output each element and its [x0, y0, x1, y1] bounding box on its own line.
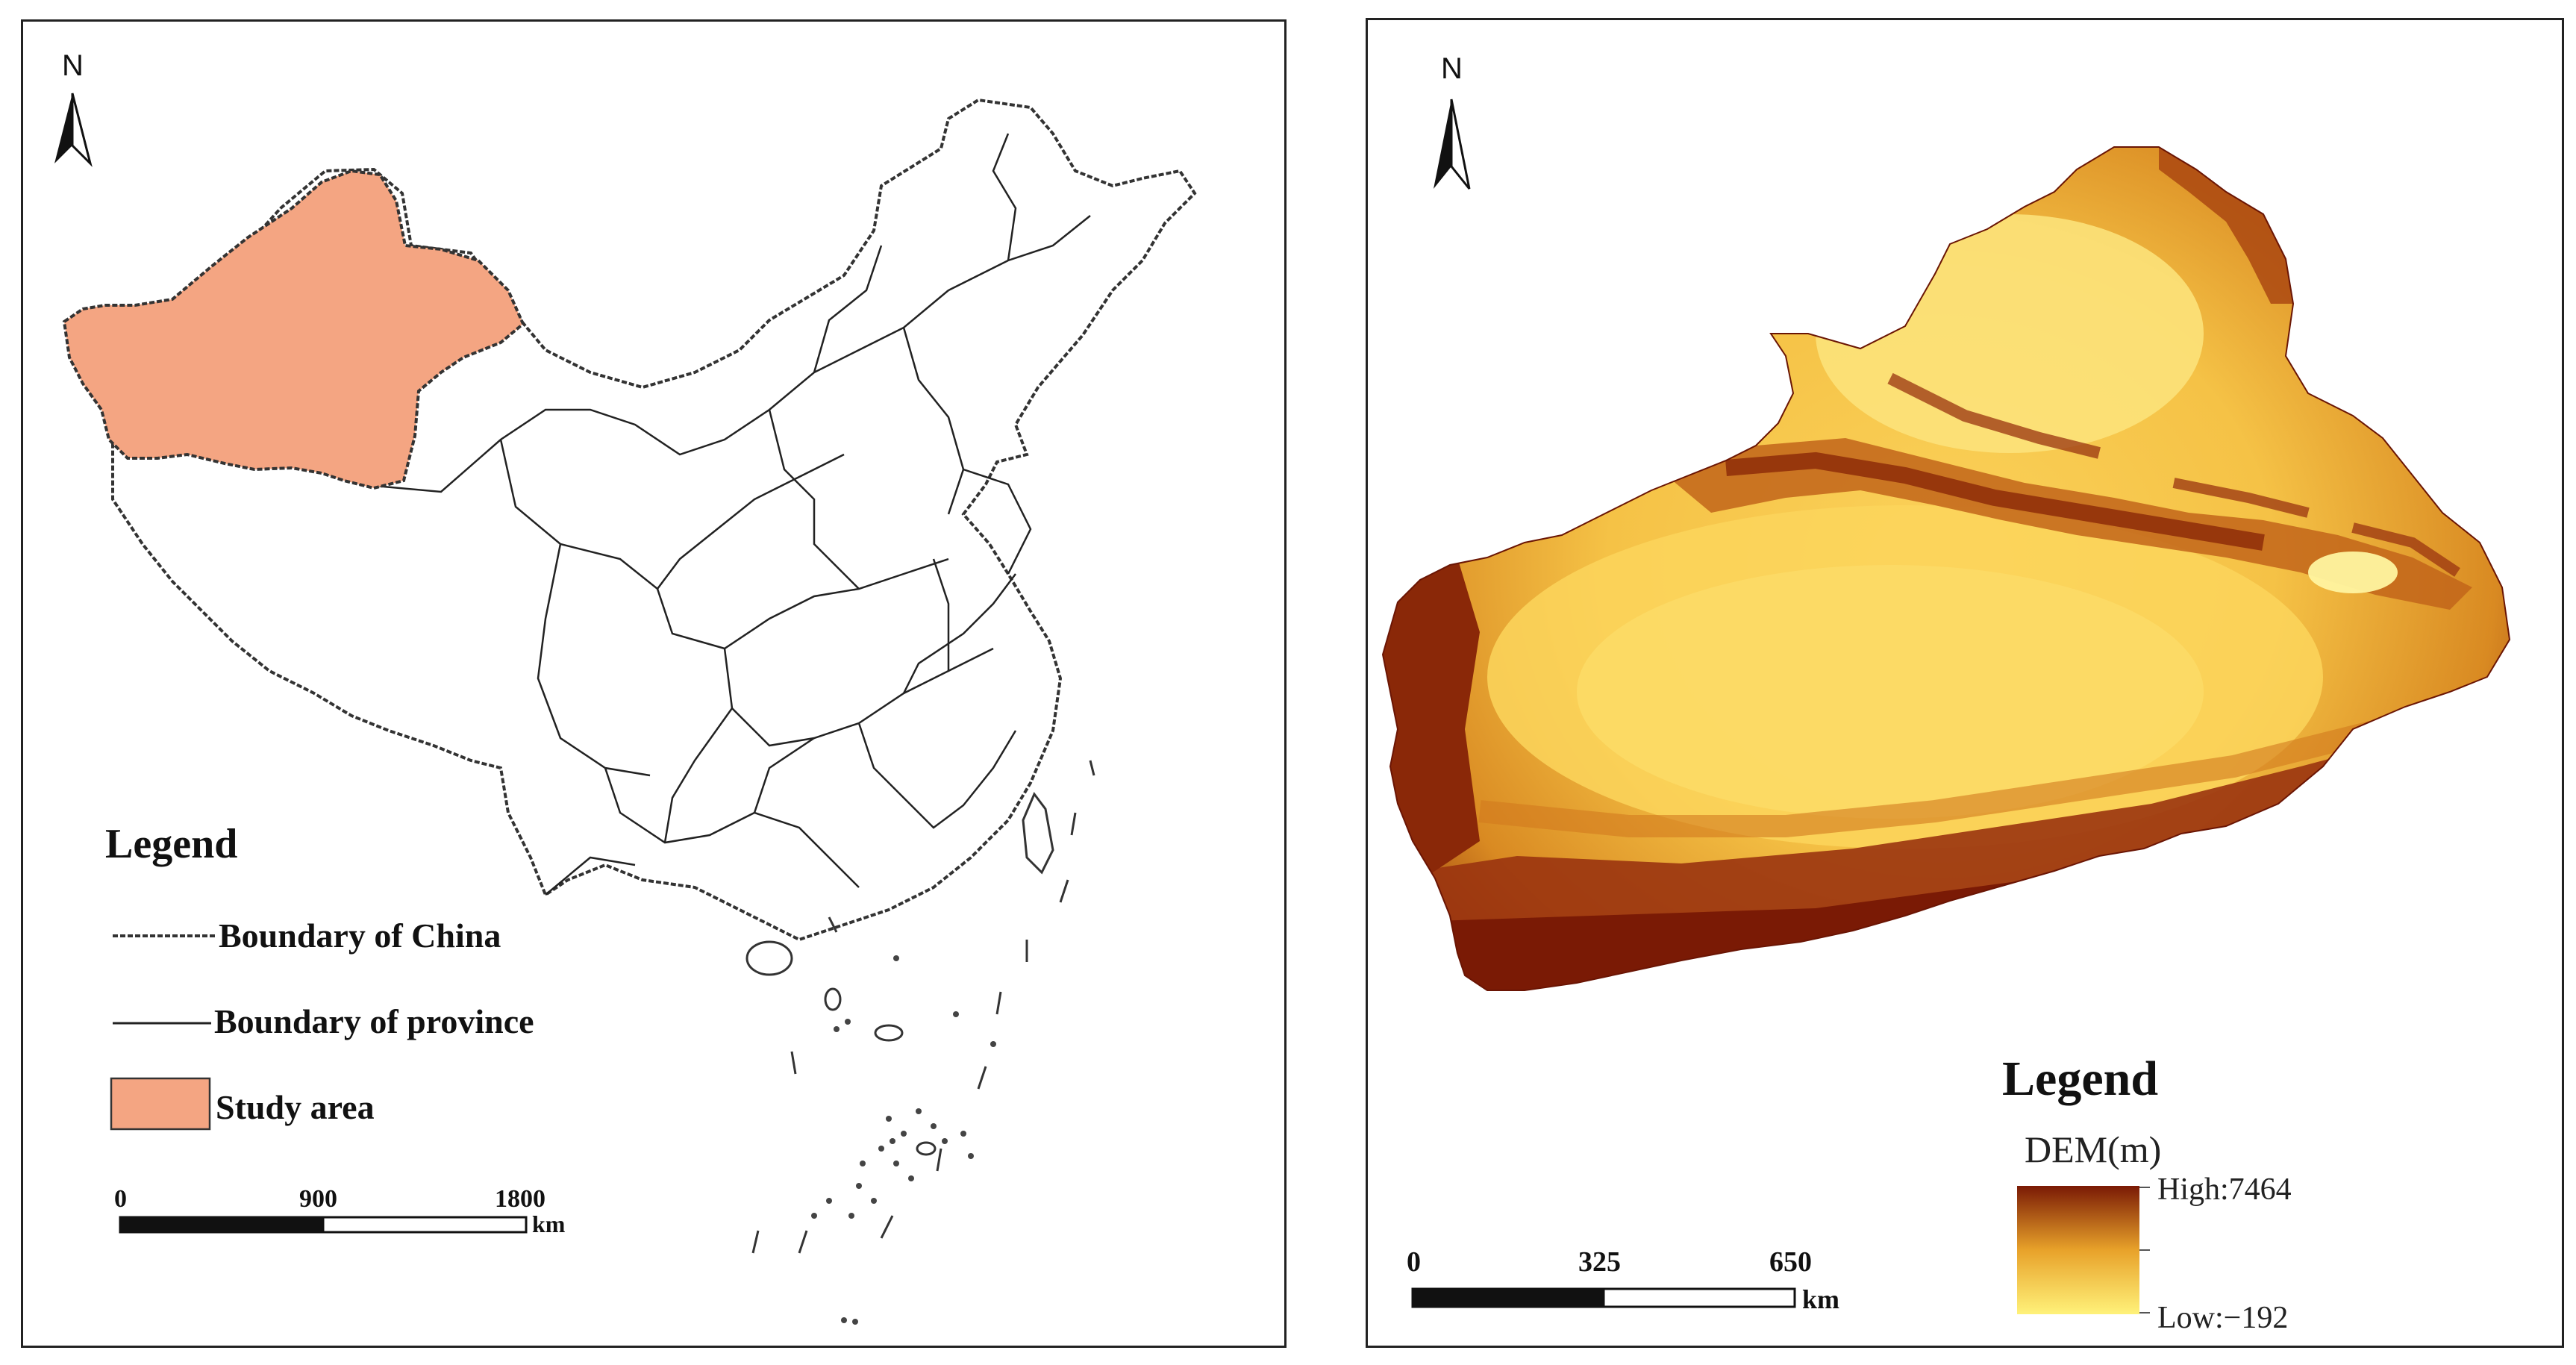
dem-map-svg: N	[1381, 52, 2511, 1335]
north-arrow-icon: N	[1434, 52, 1471, 190]
island-dots	[811, 955, 996, 1325]
china-overview-map: N	[21, 19, 1287, 1348]
scale-tick-325: 325	[1578, 1246, 1621, 1278]
legend-item-study-area: Study area	[216, 1088, 375, 1126]
xinjiang-outline	[1381, 146, 2511, 991]
south-china-sea-islands	[751, 760, 1095, 1254]
north-label: N	[62, 49, 84, 82]
legend-study-area-symbol	[110, 1077, 211, 1131]
hainan-island	[745, 940, 793, 976]
china-map-svg: N	[54, 49, 1197, 1325]
scale-tick-0: 0	[114, 1185, 127, 1213]
scale-bar: 0 325 650 km	[1407, 1246, 1839, 1314]
scale-tick-650: 650	[1769, 1246, 1812, 1278]
legend-title: Legend	[2002, 1052, 2158, 1106]
dem-low-label: Low:−192	[2157, 1301, 2288, 1335]
dem-color-ramp	[2017, 1186, 2139, 1314]
dem-label: DEM(m)	[2025, 1128, 2161, 1170]
scale-unit: km	[532, 1211, 566, 1237]
legend-item-province-boundary: Boundary of province	[214, 1002, 534, 1040]
scale-tick-0: 0	[1407, 1246, 1421, 1278]
north-label: N	[1441, 52, 1463, 85]
scale-unit: km	[1802, 1284, 1839, 1314]
taiwan-island	[1022, 792, 1054, 875]
study-area-region	[62, 169, 525, 490]
scale-tick-900: 900	[299, 1185, 337, 1213]
scale-bar: 0 900 1800 km	[114, 1185, 566, 1237]
dem-raster	[1383, 147, 2510, 990]
legend-title: Legend	[105, 821, 237, 867]
north-arrow-icon: N	[54, 49, 93, 167]
dem-high-label: High:7464	[2157, 1172, 2292, 1207]
dem-map: N	[1366, 18, 2564, 1348]
province-boundaries	[358, 133, 1091, 896]
scale-tick-1800: 1800	[495, 1185, 545, 1213]
legend-item-china-boundary: Boundary of China	[219, 916, 501, 955]
